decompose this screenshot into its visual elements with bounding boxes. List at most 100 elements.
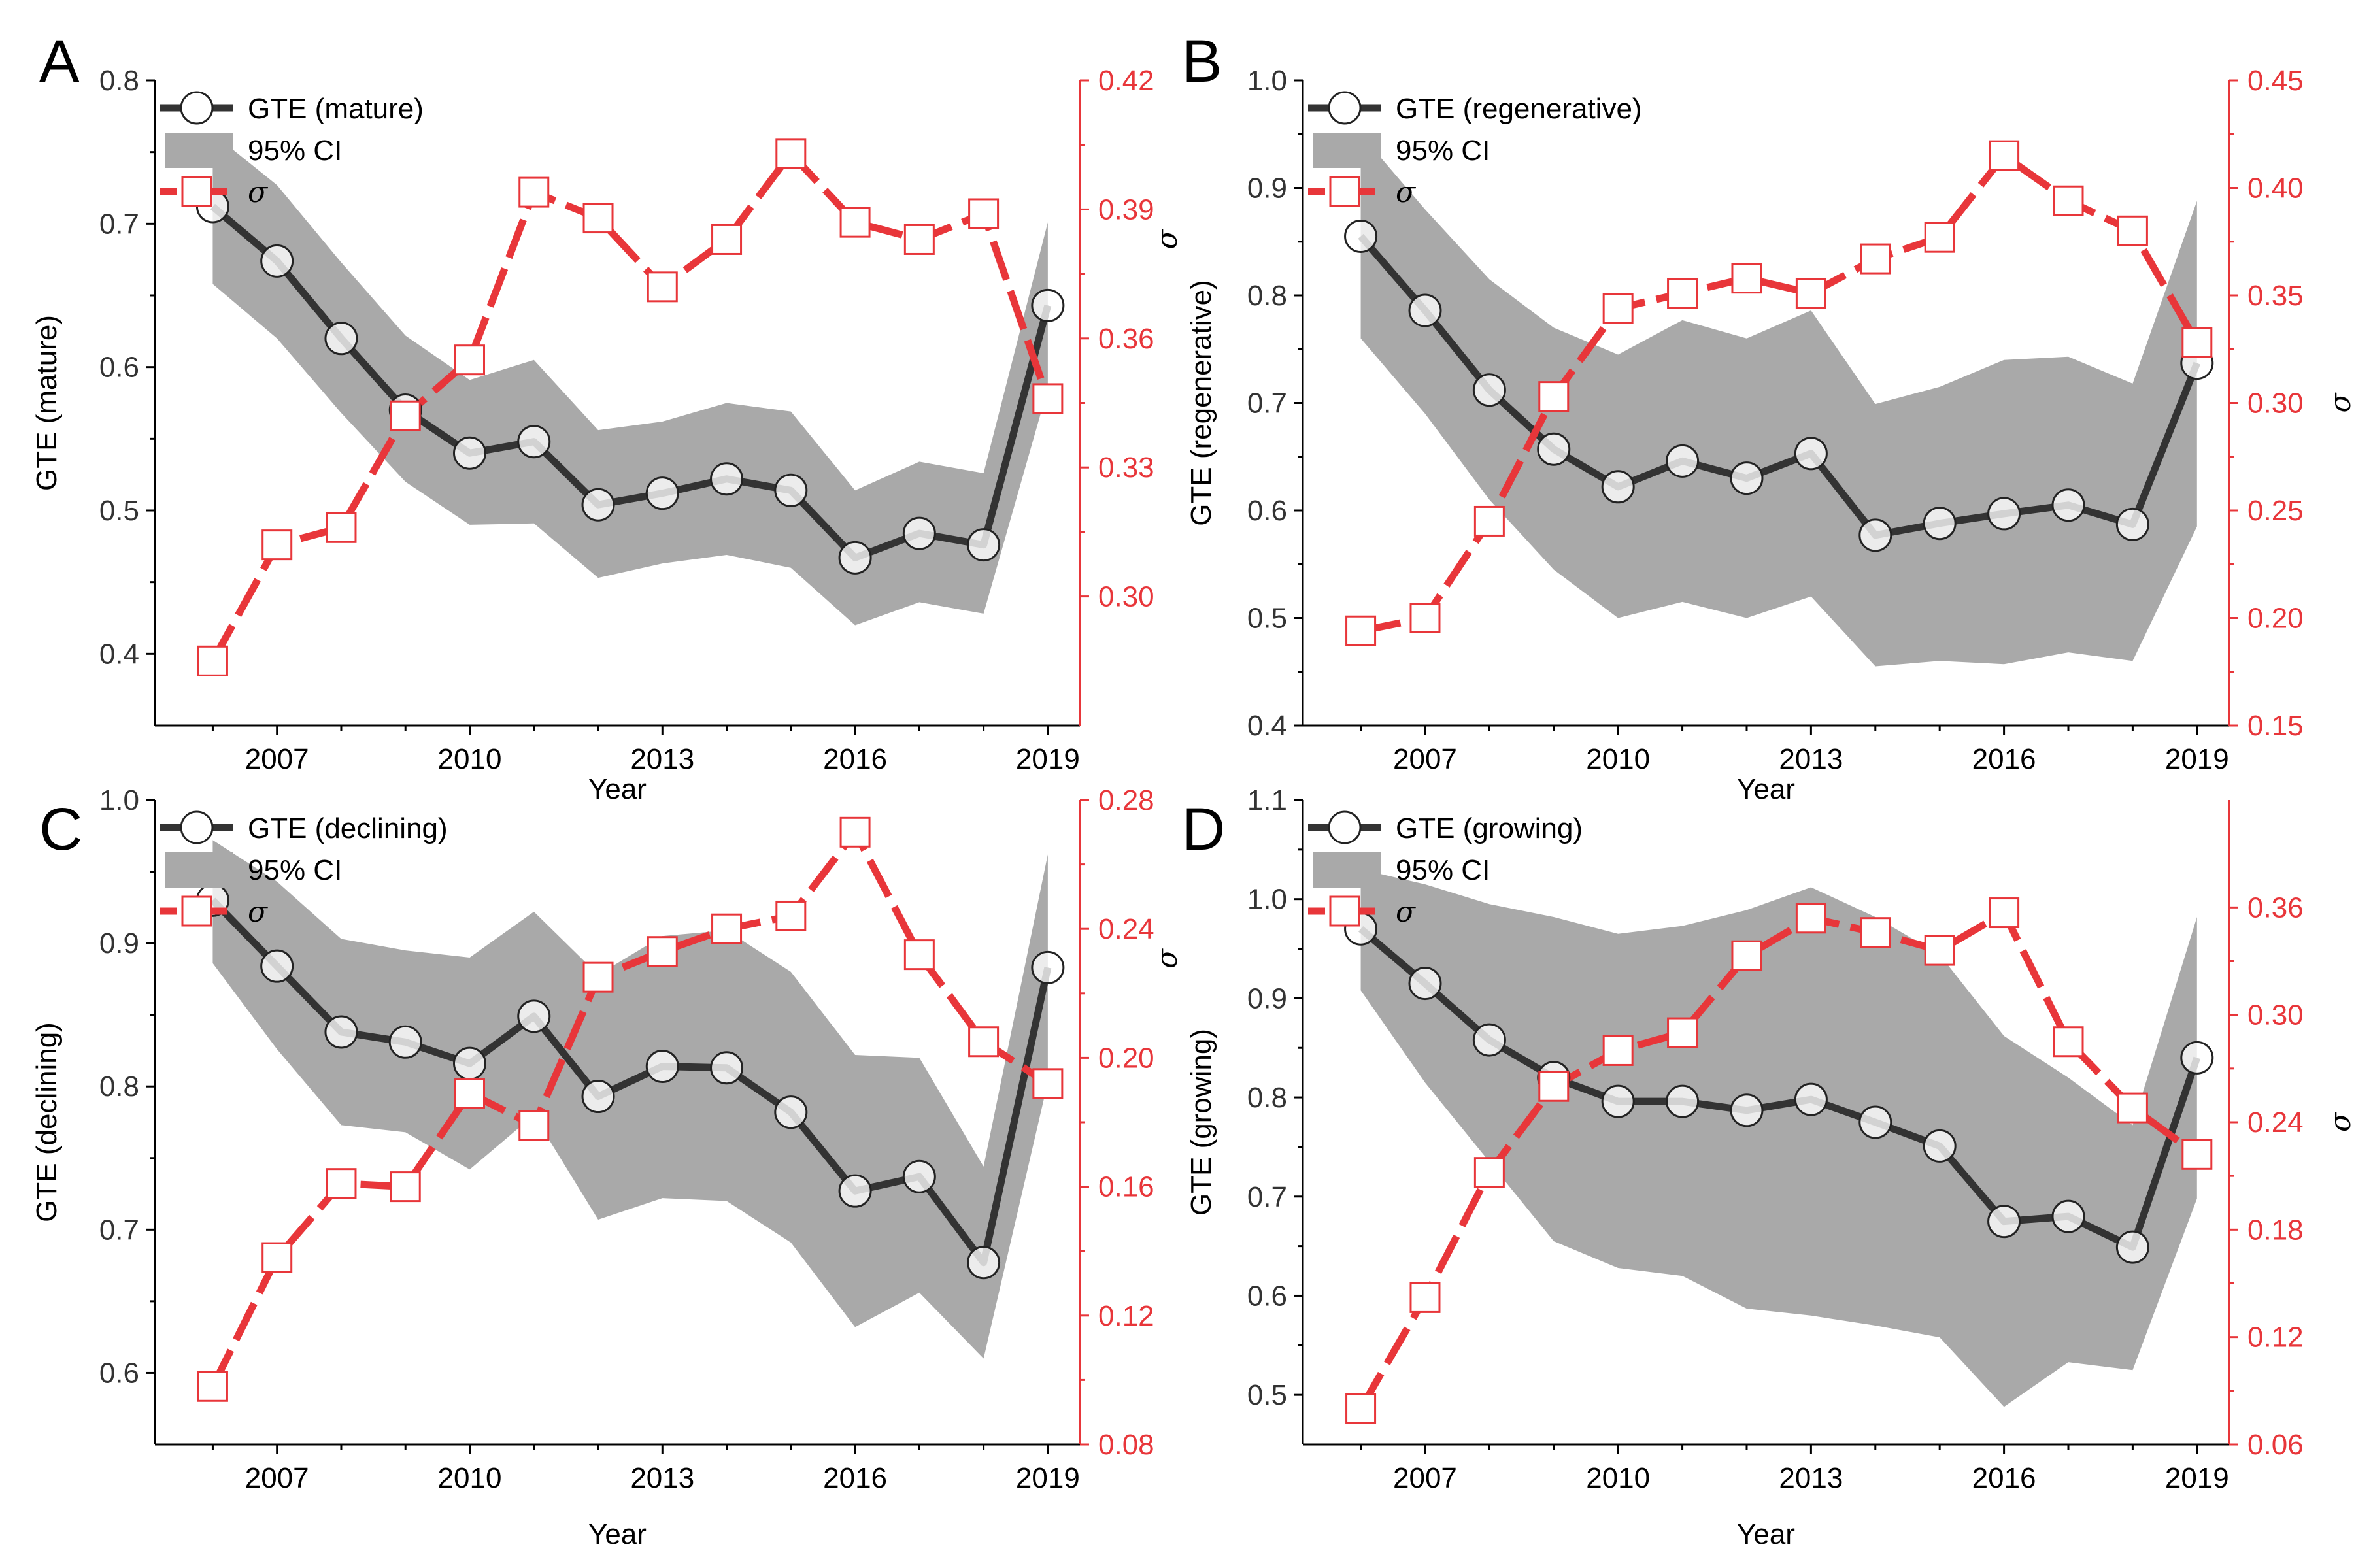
ci-band	[212, 133, 1048, 626]
gte-point	[645, 476, 679, 510]
y-right-label: σ	[2324, 1111, 2357, 1132]
sigma-point	[1795, 903, 1826, 934]
y-left-tick-label: 0.8	[99, 1071, 139, 1103]
gte-point	[2115, 507, 2149, 541]
gte-point	[967, 1246, 1001, 1280]
x-tick-label: 2019	[2165, 743, 2229, 775]
y-left-tick-label: 0.8	[1247, 280, 1287, 312]
x-axis-label: Year	[588, 1518, 647, 1550]
x-tick-label: 2016	[1972, 1462, 2036, 1494]
sigma-point	[1924, 222, 1955, 253]
sigma-point	[711, 224, 743, 255]
y-left-tick-label: 0.6	[99, 352, 139, 384]
legend-gte-marker	[1328, 91, 1362, 125]
sigma-point	[454, 344, 485, 376]
gte-point	[1858, 1105, 1892, 1139]
sigma-point	[2181, 327, 2213, 358]
y-left-label: GTE (growing)	[1185, 1029, 1217, 1216]
ci-band	[1360, 134, 2197, 667]
sigma-point	[1667, 278, 1698, 309]
gte-point	[1601, 1084, 1635, 1118]
gte-point	[452, 1046, 486, 1080]
gte-point	[517, 999, 551, 1033]
y-left-tick-label: 0.7	[99, 1214, 139, 1246]
legend-ci-label: 95% CI	[248, 854, 342, 886]
x-tick-label: 2010	[438, 743, 502, 775]
gte-point	[517, 425, 551, 459]
x-tick-label: 2013	[1779, 1462, 1843, 1494]
panel-label: D	[1182, 796, 1225, 863]
legend-sigma-marker	[181, 176, 212, 207]
panel-label: C	[39, 796, 82, 863]
legend-gte-marker	[180, 810, 214, 844]
sigma-point	[326, 512, 357, 543]
y-right-tick-label: 0.36	[2247, 892, 2304, 924]
y-right-tick-label: 0.42	[1098, 65, 1154, 97]
sigma-point	[518, 1110, 550, 1141]
legend-sigma-label: σ	[1396, 176, 1417, 209]
sigma-point	[711, 913, 743, 944]
y-right-tick-label: 0.36	[1098, 323, 1154, 355]
gte-point	[1987, 1205, 2021, 1239]
sigma-point	[1538, 381, 1570, 412]
y-left-sigma-label: σ	[1151, 229, 1184, 250]
y-left-tick-label: 0.9	[99, 927, 139, 959]
x-tick-label: 2019	[2165, 1462, 2229, 1494]
ci-band	[1360, 869, 2197, 1407]
sigma-point	[2181, 1139, 2213, 1170]
y-right-tick-label: 0.12	[1098, 1300, 1154, 1332]
y-left-tick-label: 0.5	[1247, 1379, 1287, 1411]
sigma-point	[775, 900, 807, 931]
gte-point	[1923, 507, 1957, 541]
gte-point	[1987, 497, 2021, 531]
y-left-tick-label: 1.0	[1247, 884, 1287, 916]
legend-ci-swatch	[1313, 133, 1381, 168]
y-right-tick-label: 0.08	[1098, 1429, 1154, 1461]
legend-sigma-marker	[1329, 176, 1360, 207]
legend: GTE (regenerative) 95% CI σ	[1308, 91, 1642, 209]
y-left-tick-label: 1.1	[1247, 784, 1287, 816]
x-tick-label: 2016	[823, 1462, 887, 1494]
x-axis-label: Year	[1737, 773, 1795, 805]
sigma-point	[582, 961, 614, 993]
legend-sigma-label: σ	[248, 176, 269, 209]
y-right-tick-label: 0.16	[1098, 1171, 1154, 1203]
sigma-point	[518, 176, 550, 208]
sigma-point	[1473, 1157, 1505, 1188]
y-left-tick-label: 0.6	[99, 1357, 139, 1389]
sigma-point	[1924, 935, 1955, 966]
gte-point	[2180, 1041, 2214, 1075]
y-right-tick-label: 0.18	[2247, 1214, 2304, 1246]
gte-point	[1408, 293, 1442, 327]
y-left-tick-label: 0.7	[1247, 388, 1287, 420]
panel-c: 2007 2010 2013 2016 2019 0.6 0.7 0.8 0.9 1.0 0.08 0…	[31, 784, 1154, 1550]
x-tick-label: 2010	[1586, 743, 1650, 775]
panel-label: B	[1182, 28, 1222, 95]
gte-point	[838, 541, 872, 575]
y-right-tick-label: 0.20	[2247, 603, 2304, 635]
sigma-point	[454, 1078, 485, 1109]
sigma-point	[1667, 1017, 1698, 1048]
legend-gte-marker	[180, 91, 214, 125]
y-right-tick-label: 0.24	[2247, 1107, 2304, 1139]
y-left-label: GTE (declining)	[31, 1022, 63, 1222]
sigma-point	[2053, 1026, 2084, 1058]
gte-point	[1537, 432, 1571, 466]
x-tick-label: 2007	[1393, 1462, 1457, 1494]
sigma-line	[1360, 152, 2200, 635]
sigma-point	[390, 400, 421, 431]
y-left-tick-label: 0.6	[1247, 1280, 1287, 1312]
sigma-point	[647, 271, 678, 303]
y-left-tick-label: 1.0	[1247, 65, 1287, 97]
gte-point	[2051, 488, 2085, 522]
y-left-tick-label: 0.9	[1247, 173, 1287, 205]
sigma-point	[1538, 1071, 1570, 1102]
y-left-tick-label: 0.4	[99, 638, 139, 670]
sigma-point	[1731, 940, 1762, 971]
sigma-point	[2117, 1092, 2148, 1124]
gte-point	[581, 1080, 615, 1114]
gte-point	[1472, 1023, 1506, 1057]
sigma-point	[1409, 603, 1441, 633]
legend-gte-label: GTE (growing)	[1396, 812, 1583, 844]
